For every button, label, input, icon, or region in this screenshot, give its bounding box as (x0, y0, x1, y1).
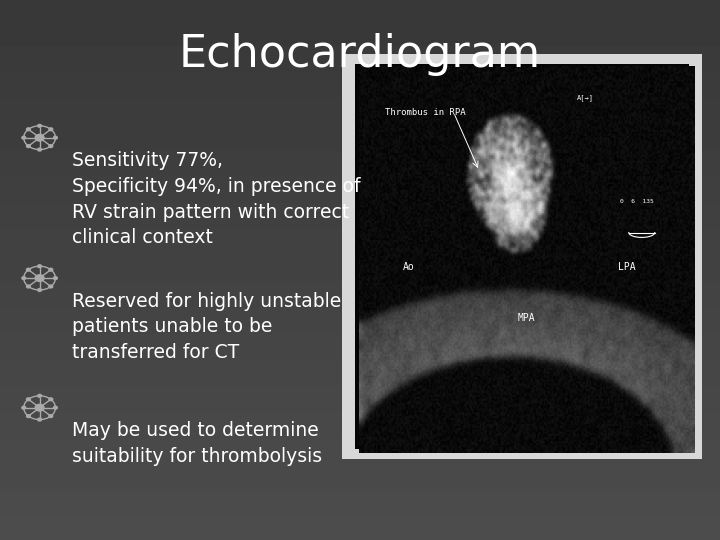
Circle shape (53, 406, 58, 409)
Text: Reserved for highly unstable
patients unable to be
transferred for CT: Reserved for highly unstable patients un… (72, 292, 341, 362)
Circle shape (49, 285, 53, 288)
Circle shape (49, 145, 53, 147)
Circle shape (27, 398, 30, 401)
Circle shape (53, 136, 58, 139)
Circle shape (22, 276, 26, 280)
Text: May be used to determine
suitability for thrombolysis: May be used to determine suitability for… (72, 421, 322, 466)
Circle shape (22, 136, 26, 139)
Circle shape (53, 276, 58, 280)
Circle shape (27, 415, 30, 417)
Circle shape (27, 128, 30, 131)
Text: Sensitivity 77%,
Specificity 94%, in presence of
RV strain pattern with correct
: Sensitivity 77%, Specificity 94%, in pre… (72, 151, 361, 247)
Circle shape (35, 404, 44, 411)
Circle shape (37, 394, 42, 397)
Circle shape (37, 124, 42, 127)
FancyBboxPatch shape (355, 64, 689, 449)
Circle shape (35, 275, 44, 281)
Circle shape (37, 148, 42, 151)
Text: Thrombus in RPA: Thrombus in RPA (385, 109, 466, 117)
Circle shape (22, 406, 26, 409)
Circle shape (27, 285, 30, 288)
Circle shape (27, 145, 30, 147)
Circle shape (49, 268, 53, 271)
Text: MPA: MPA (518, 313, 535, 322)
Circle shape (35, 134, 44, 141)
Circle shape (49, 415, 53, 417)
Circle shape (27, 268, 30, 271)
Circle shape (49, 128, 53, 131)
Text: A[→]: A[→] (577, 94, 593, 100)
Text: Echocardiogram: Echocardiogram (179, 32, 541, 76)
Text: 0  6  135: 0 6 135 (620, 199, 654, 204)
Circle shape (37, 418, 42, 421)
Circle shape (37, 288, 42, 292)
Circle shape (37, 265, 42, 268)
Text: Ao: Ao (403, 262, 415, 272)
Circle shape (49, 398, 53, 401)
FancyBboxPatch shape (342, 54, 702, 459)
Text: LPA: LPA (618, 262, 636, 272)
